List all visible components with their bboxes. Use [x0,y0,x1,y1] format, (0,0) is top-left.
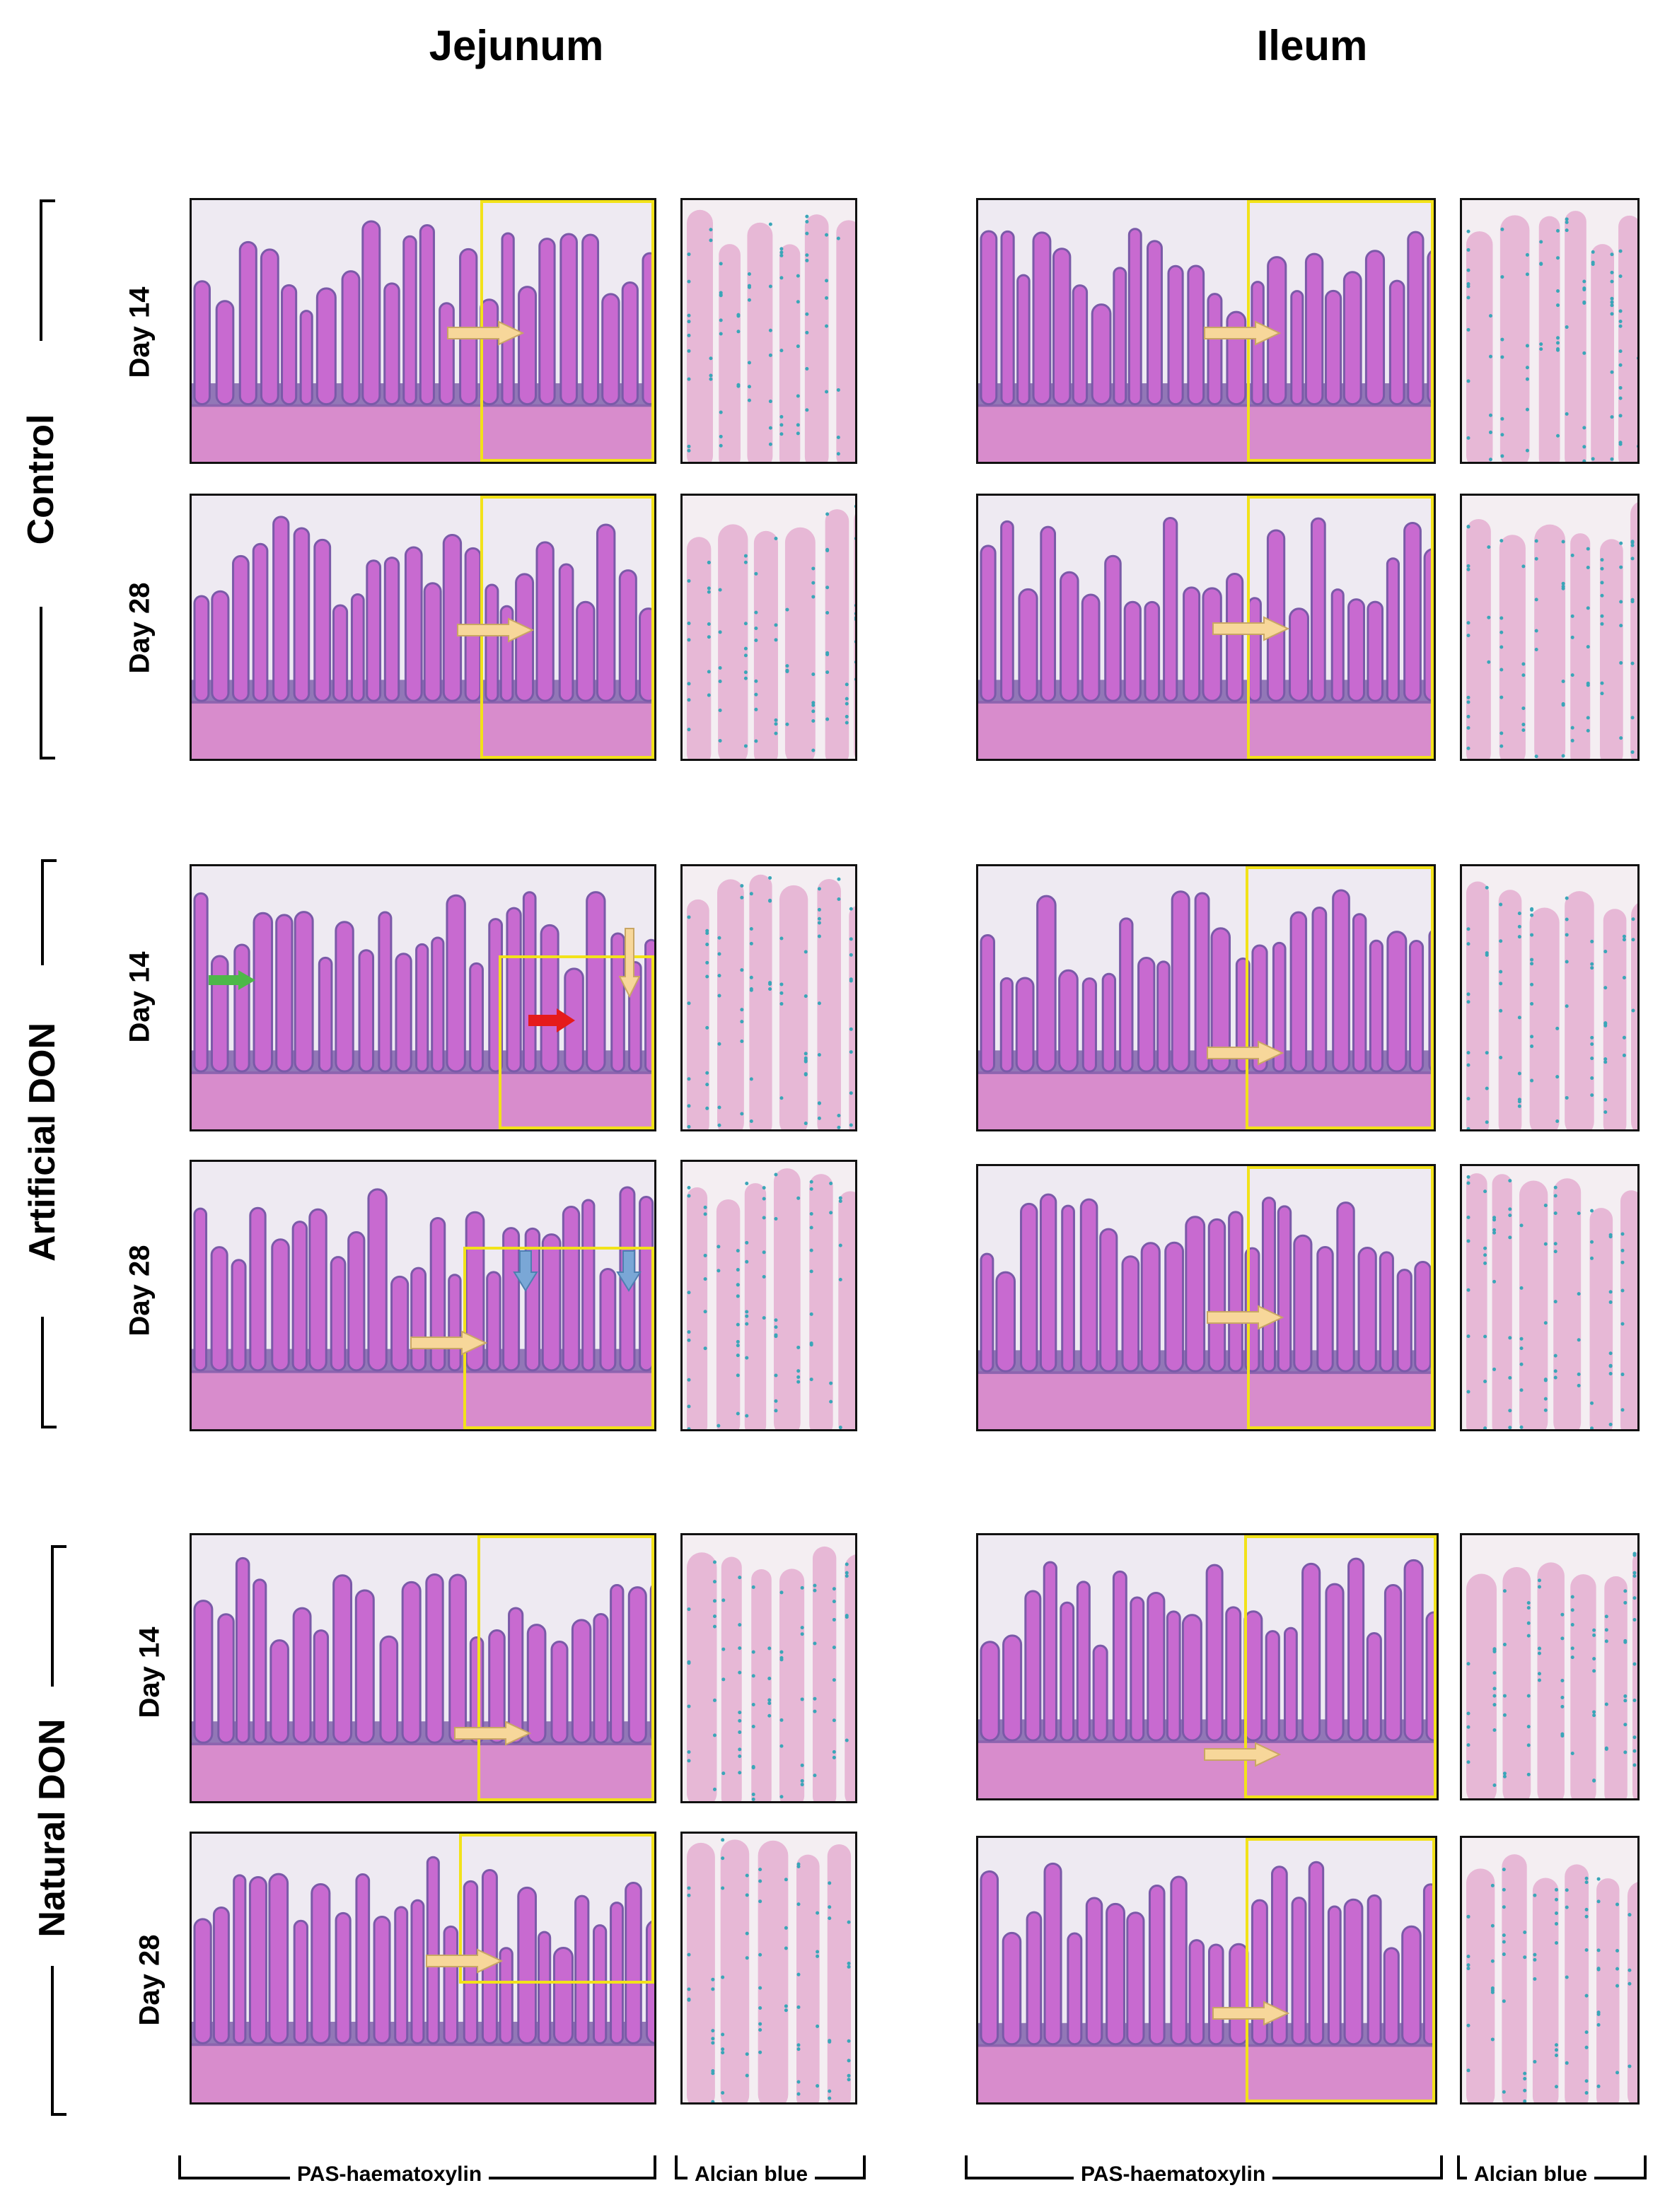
day-label-control-28: Day 28 [124,582,156,674]
magnified-inset [1247,1166,1434,1429]
micrograph-ileum-control-day14-pas [976,198,1436,464]
magnified-inset [1246,866,1434,1129]
arrow-right-yellow-icon [1204,1742,1281,1767]
tissue-texture [683,1162,855,1429]
tissue-texture [192,496,654,759]
arrow-right-yellow-icon [457,617,534,643]
micrograph-jejunum-control-day28-pas [190,494,656,761]
micrograph-jejunum-control-day14-alcian [680,198,857,464]
micrograph-ileum-natural-day14-pas [976,1533,1439,1800]
arrow-right-yellow-icon [410,1330,487,1356]
stain-label: Alcian blue [1467,2162,1595,2187]
magnified-inset [499,955,654,1129]
tissue-texture [1462,1535,1637,1798]
tissue-texture [1462,866,1637,1129]
tissue-texture [192,1535,654,1801]
day-label-natural-14: Day 14 [134,1626,166,1718]
micrograph-ileum-artificial-day28-pas [976,1164,1436,1431]
magnified-inset [459,1834,654,1984]
tissue-texture [683,1834,855,2102]
tissue-texture [978,1535,1437,1798]
tissue-texture [978,1838,1435,2102]
day-label-natural-28: Day 28 [134,1934,166,2026]
tissue-texture [683,866,855,1129]
arrow-right-yellow-icon [454,1721,531,1746]
arrow-right-yellow-icon [447,320,524,346]
column-title-ileum: Ileum [1256,22,1368,69]
tissue-texture [683,200,855,462]
micrograph-jejunum-artificial-day28-alcian [680,1160,857,1431]
micrograph-jejunum-control-day14-pas [190,198,656,464]
arrow-right-yellow-icon [1204,320,1281,346]
group-label-control: Control [21,414,62,545]
micrograph-ileum-artificial-day14-alcian [1460,864,1640,1131]
magnified-inset [1244,1535,1437,1798]
arrow-right-green-icon [209,970,255,990]
micrograph-ileum-control-day28-pas [976,494,1436,761]
day-label-artificial-14: Day 14 [124,951,156,1043]
group-label-artificial: Artificial DON [22,1022,63,1262]
micrograph-jejunum-natural-day28-pas [190,1832,656,2105]
arrow-right-yellow-icon [1207,1040,1284,1066]
arrow-right-red-icon [528,1008,575,1032]
arrow-right-yellow-icon [1207,1305,1284,1330]
tissue-texture [1462,496,1637,759]
tissue-texture [192,1834,654,2102]
tissue-texture [978,496,1434,759]
micrograph-jejunum-artificial-day28-pas [190,1160,656,1431]
tissue-texture [192,200,654,462]
magnified-inset [477,1535,654,1801]
magnified-inset [1246,1838,1435,2102]
micrograph-jejunum-control-day28-alcian [680,494,857,761]
tissue-texture [978,866,1434,1129]
micrograph-ileum-artificial-day28-alcian [1460,1164,1640,1431]
micrograph-ileum-artificial-day14-pas [976,864,1436,1131]
arrow-down-yellow-icon [619,928,640,998]
micrograph-jejunum-artificial-day14-alcian [680,864,857,1131]
micrograph-ileum-natural-day28-pas [976,1836,1437,2105]
micrograph-jejunum-natural-day28-alcian [680,1832,857,2105]
stain-label: PAS-haematoxylin [1074,2162,1273,2187]
tissue-texture [1462,200,1637,462]
stain-label: PAS-haematoxylin [290,2162,489,2187]
micrograph-ileum-control-day28-alcian [1460,494,1640,761]
stain-label: Alcian blue [688,2162,816,2187]
tissue-texture [1462,1838,1637,2102]
micrograph-ileum-control-day14-alcian [1460,198,1640,464]
micrograph-jejunum-natural-day14-alcian [680,1533,857,1803]
column-title-jejunum: Jejunum [429,22,604,69]
tissue-texture [978,1166,1434,1429]
tissue-texture [1462,1166,1637,1429]
arrow-down-blue-icon [616,1250,642,1292]
tissue-texture [683,496,855,759]
arrow-down-blue-icon [513,1250,538,1292]
arrow-right-yellow-icon [1212,616,1289,641]
micrograph-ileum-natural-day14-alcian [1460,1533,1640,1800]
micrograph-ileum-natural-day28-alcian [1460,1836,1640,2105]
tissue-texture [683,1535,855,1801]
micrograph-jejunum-natural-day14-pas [190,1533,656,1803]
arrow-right-yellow-icon [426,1948,503,1974]
day-label-control-14: Day 14 [124,286,156,378]
day-label-artificial-28: Day 28 [124,1245,156,1337]
micrograph-jejunum-artificial-day14-pas [190,864,656,1131]
group-label-natural: Natural DON [32,1718,73,1938]
arrow-right-yellow-icon [1212,2001,1289,2026]
